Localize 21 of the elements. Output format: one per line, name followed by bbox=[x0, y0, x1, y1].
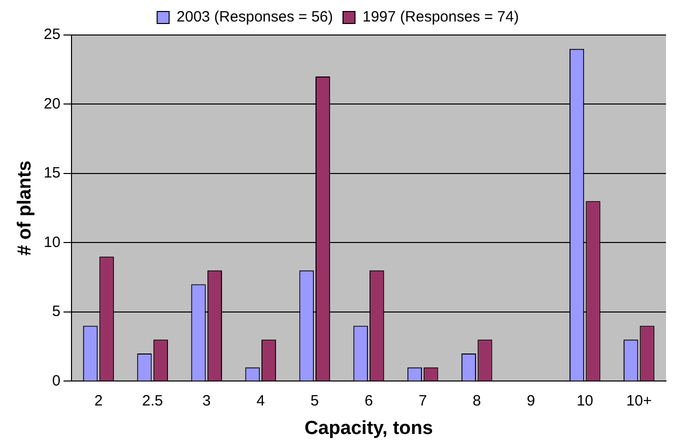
x-tick-label: 4 bbox=[256, 392, 265, 410]
x-tick-label: 6 bbox=[364, 392, 373, 410]
x-tick-label: 9 bbox=[526, 392, 536, 410]
y-tick-label: 20 bbox=[44, 95, 60, 112]
legend-label: 2003 (Responses = 56) bbox=[176, 8, 334, 26]
y-tick-label: 10 bbox=[44, 234, 60, 251]
y-tick-label: 5 bbox=[52, 303, 60, 320]
y-tick-label: 0 bbox=[52, 372, 60, 390]
x-tick-label: 2.5 bbox=[142, 392, 163, 410]
legend-label: 1997 (Responses = 74) bbox=[362, 8, 519, 26]
y-tick-label: 15 bbox=[44, 164, 60, 182]
x-tick-label: 8 bbox=[472, 392, 482, 410]
x-tick-label: 10 bbox=[576, 392, 594, 410]
x-tick-label: 7 bbox=[418, 392, 427, 410]
x-tick-label: 3 bbox=[202, 392, 211, 410]
x-tick-label: 5 bbox=[310, 392, 319, 410]
x-tick-label: 2 bbox=[94, 392, 103, 410]
x-tick-label: 10+ bbox=[626, 392, 652, 410]
x-axis-title: Capacity, tons bbox=[304, 418, 433, 439]
y-axis-title: # of plants bbox=[14, 160, 36, 256]
y-tick-label: 25 bbox=[44, 26, 60, 44]
